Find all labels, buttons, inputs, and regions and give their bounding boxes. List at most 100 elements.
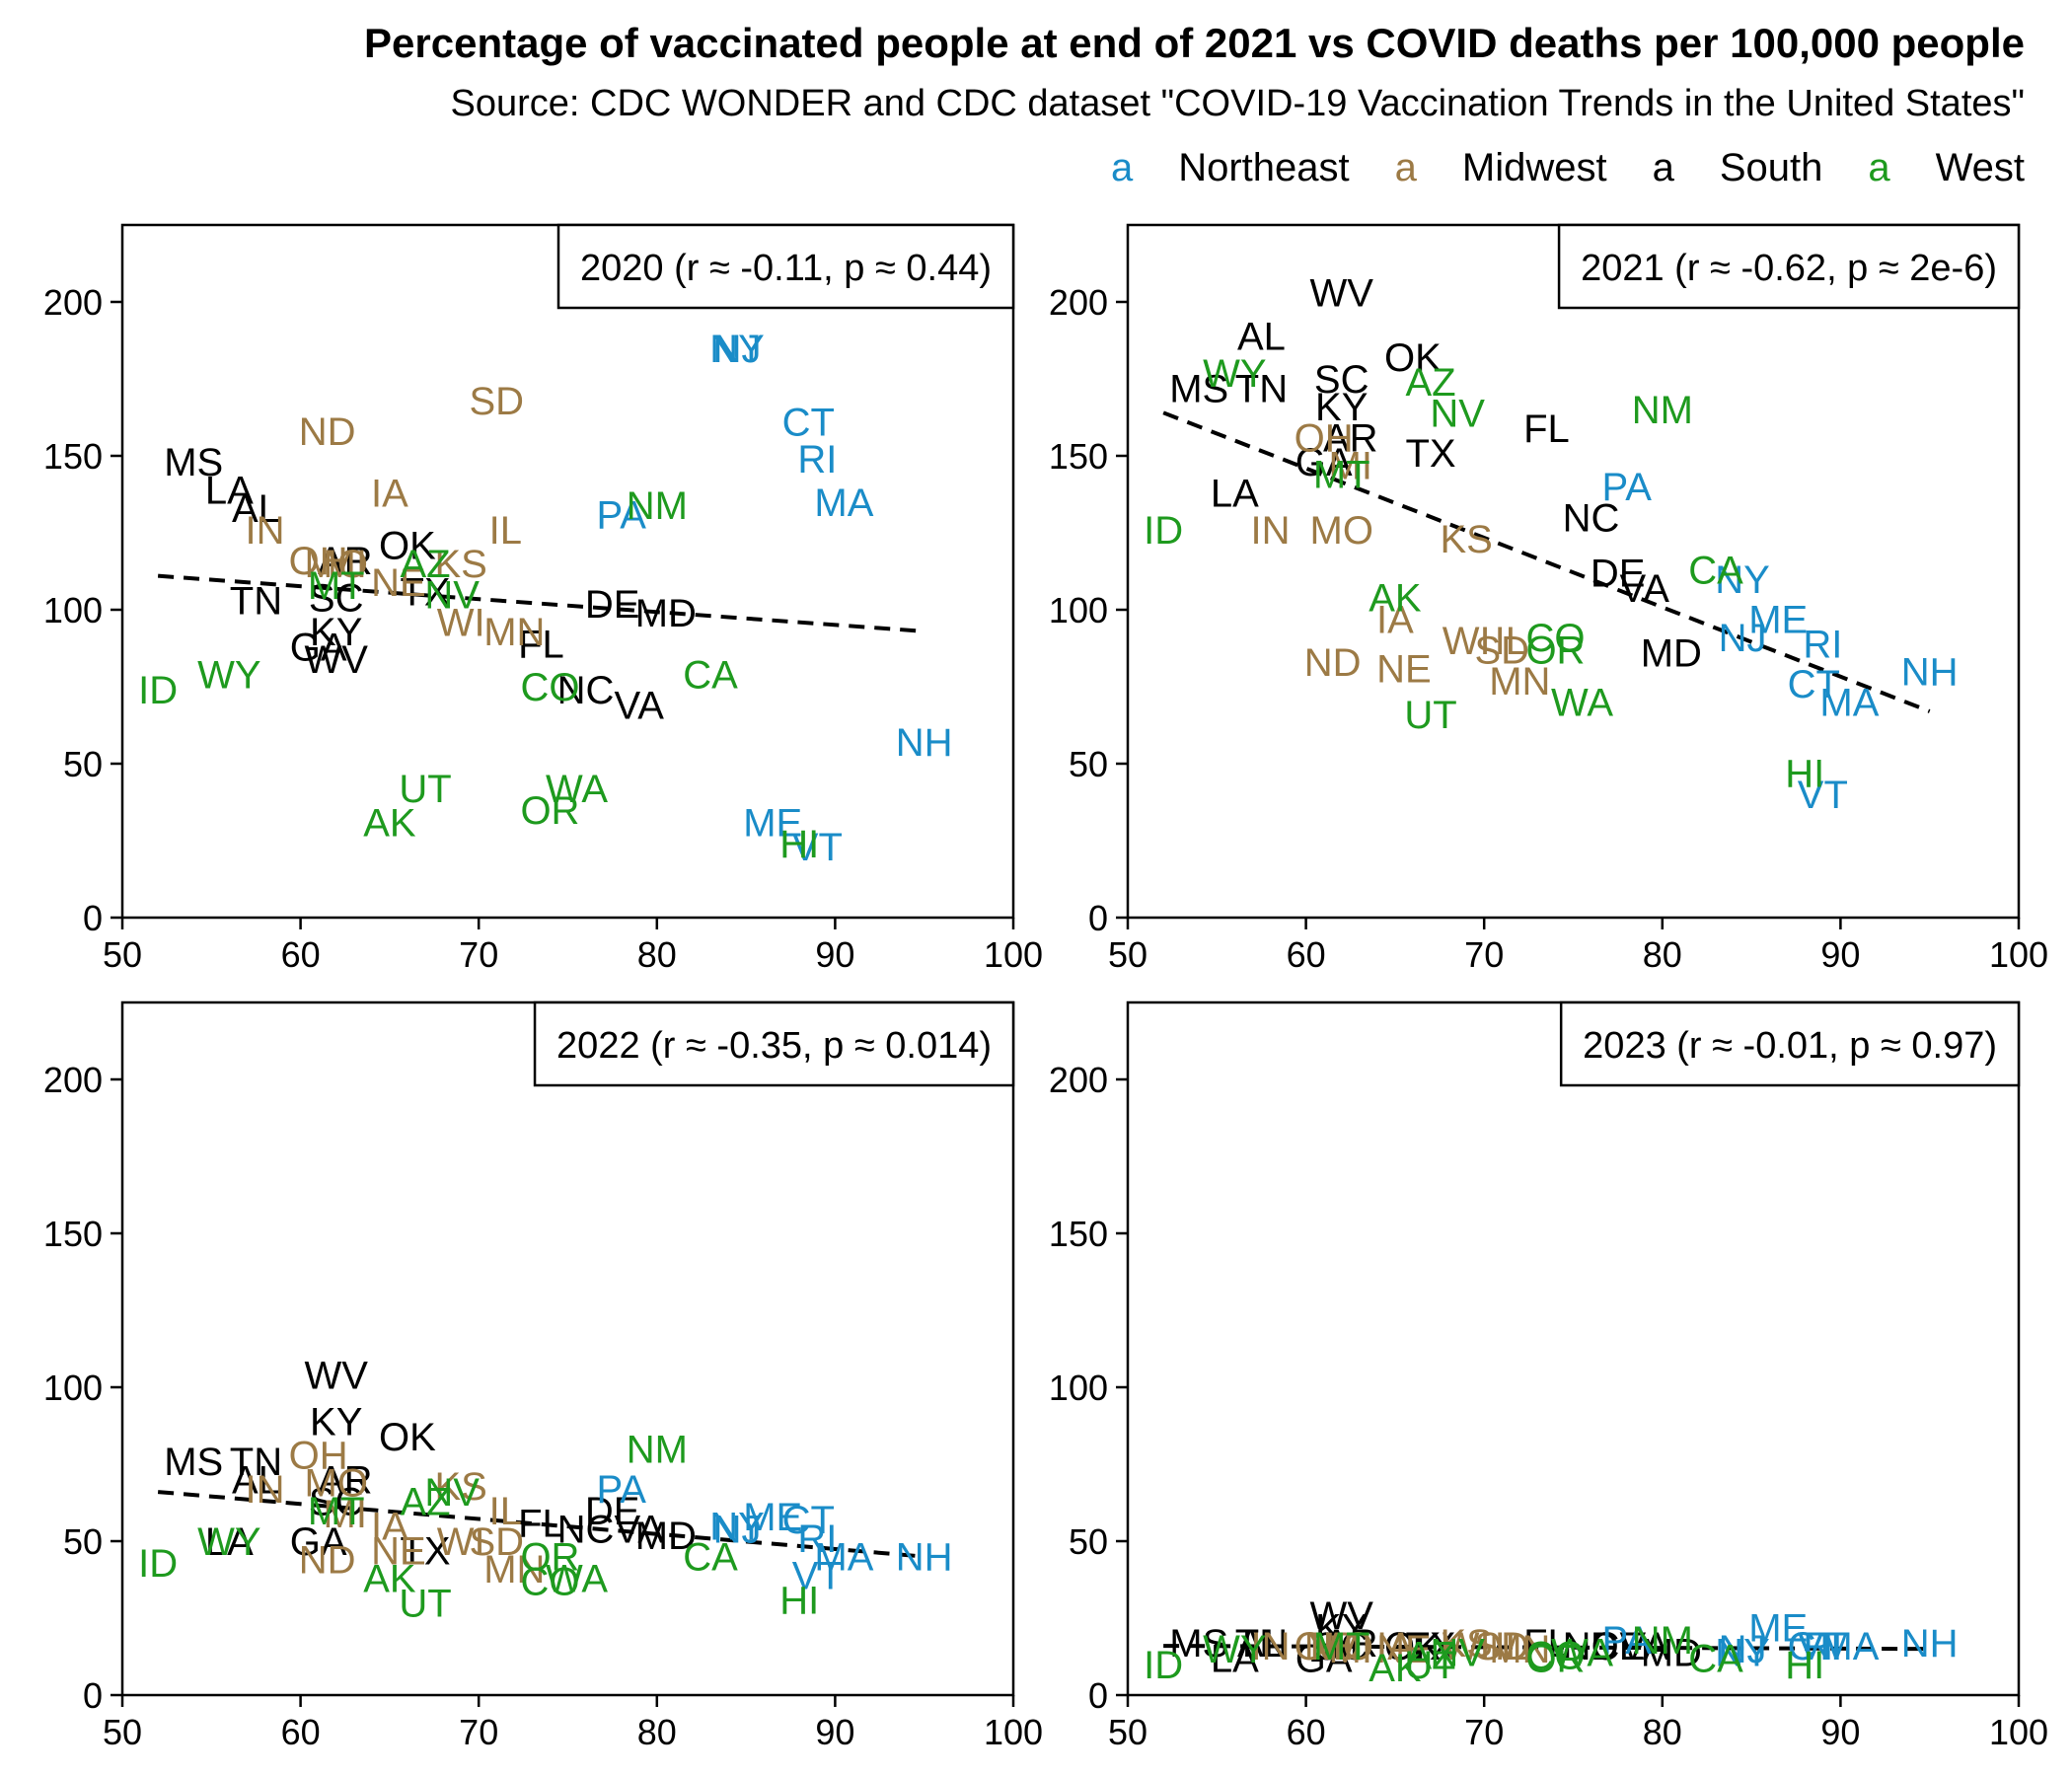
state-label: MI [1329, 444, 1372, 487]
state-label: ID [138, 669, 178, 712]
state-label: KS [1440, 518, 1492, 561]
x-tick-label: 90 [1820, 934, 1860, 975]
state-label: NC [1563, 1625, 1620, 1668]
state-label: NM [627, 1428, 688, 1471]
state-label: OK [1384, 336, 1442, 380]
state-label: TN [1235, 367, 1288, 410]
state-label: MD [1641, 632, 1702, 676]
state-label: ME [743, 801, 802, 845]
state-label: AK [1369, 1647, 1422, 1690]
legend-key: a [1868, 146, 1890, 189]
state-label: WI [437, 1520, 485, 1564]
y-tick-label: 100 [1049, 1368, 1108, 1408]
state-label: AR [1323, 1622, 1378, 1665]
state-label: KY [1315, 1606, 1368, 1650]
state-label: AR [318, 540, 373, 583]
state-label: RI [1803, 1625, 1842, 1668]
chart-title: Percentage of vaccinated people at end o… [364, 20, 2025, 66]
state-label: OK [1384, 1625, 1442, 1668]
state-label: MN [1489, 660, 1550, 703]
state-label: NH [1901, 1622, 1959, 1665]
state-label: AZ [1405, 1634, 1455, 1677]
y-tick-label: 50 [1069, 744, 1108, 784]
state-label: DE [1591, 553, 1646, 596]
x-tick-label: 100 [1989, 934, 2048, 975]
state-label: VA [1620, 1625, 1670, 1668]
y-tick-label: 150 [43, 436, 103, 477]
state-label: HI [1785, 752, 1824, 795]
state-label: CT [782, 1499, 835, 1542]
plot-frame [1126, 1000, 2021, 1697]
state-label: MT [1313, 1625, 1370, 1668]
state-label: FL [1523, 407, 1570, 451]
state-label: MS [1169, 367, 1228, 410]
state-label: UT [1404, 694, 1456, 737]
state-label: TX [1405, 432, 1455, 476]
state-label: MO [305, 543, 368, 586]
state-label: UT [1404, 1644, 1456, 1687]
state-label: CA [1688, 549, 1743, 592]
state-label: PA [1601, 1619, 1652, 1663]
annotation-box [1557, 223, 2021, 310]
x-tick-label: 80 [1643, 1712, 1682, 1752]
legend-key: a [1394, 146, 1417, 189]
state-label: MD [1641, 1631, 1702, 1674]
state-label: WI [1443, 1625, 1491, 1668]
state-label: DE [585, 1490, 640, 1533]
x-tick-label: 100 [984, 934, 1043, 975]
state-label: SC [1314, 1625, 1369, 1668]
state-label: SD [1474, 629, 1529, 673]
state-label: MA [1819, 1625, 1879, 1668]
state-label: MI [1329, 1628, 1372, 1671]
y-tick-label: 0 [1088, 898, 1108, 938]
x-tick-label: 50 [1108, 1712, 1147, 1752]
state-label: VA [1620, 567, 1670, 611]
state-label: MS [164, 441, 223, 484]
y-tick-label: 150 [1049, 436, 1108, 477]
state-label: LA [205, 469, 254, 512]
x-tick-label: 90 [815, 1712, 854, 1752]
state-label: SD [469, 1520, 524, 1564]
state-label: TN [230, 580, 282, 624]
legend-item: a South [1653, 146, 1823, 190]
state-label: IN [245, 509, 284, 553]
state-label: MI [324, 543, 367, 586]
state-label: AZ [1405, 361, 1455, 405]
state-label: LA [1211, 472, 1259, 515]
state-label: IL [489, 509, 522, 553]
state-label: ID [1144, 509, 1183, 553]
annotation-box [533, 1000, 1015, 1087]
x-tick-label: 90 [815, 934, 854, 975]
state-label: NV [1430, 392, 1485, 435]
state-label: AL [1237, 315, 1286, 358]
state-label: OR [520, 789, 579, 833]
state-label: CO [520, 1561, 579, 1604]
state-label: WV [305, 1355, 369, 1398]
state-label: CA [1688, 1638, 1743, 1681]
y-tick-label: 100 [43, 590, 103, 630]
state-label: MA [1819, 682, 1879, 725]
state-label: MT [308, 564, 365, 608]
legend-item: a Northeast [1111, 146, 1350, 190]
state-label: VT [1798, 774, 1848, 817]
state-label: MI [324, 1493, 367, 1536]
state-label: OH [1295, 416, 1354, 460]
state-label: DE [585, 583, 640, 627]
state-label: NY [1715, 1631, 1770, 1674]
y-tick-label: 0 [1088, 1675, 1108, 1716]
state-label: WA [546, 768, 608, 811]
state-label: KS [434, 1465, 486, 1509]
state-label: OR [1525, 629, 1585, 673]
state-label: AK [1369, 577, 1422, 621]
state-label: TX [1405, 1625, 1455, 1668]
state-label: AR [318, 1459, 373, 1503]
state-label: WI [437, 601, 485, 644]
state-label: MN [483, 611, 545, 654]
annotation-box [556, 223, 1015, 310]
state-label: DE [1591, 1625, 1646, 1668]
state-label: IA [1376, 598, 1414, 641]
state-label: MO [1310, 1625, 1373, 1668]
state-label: FL [1523, 1622, 1570, 1665]
